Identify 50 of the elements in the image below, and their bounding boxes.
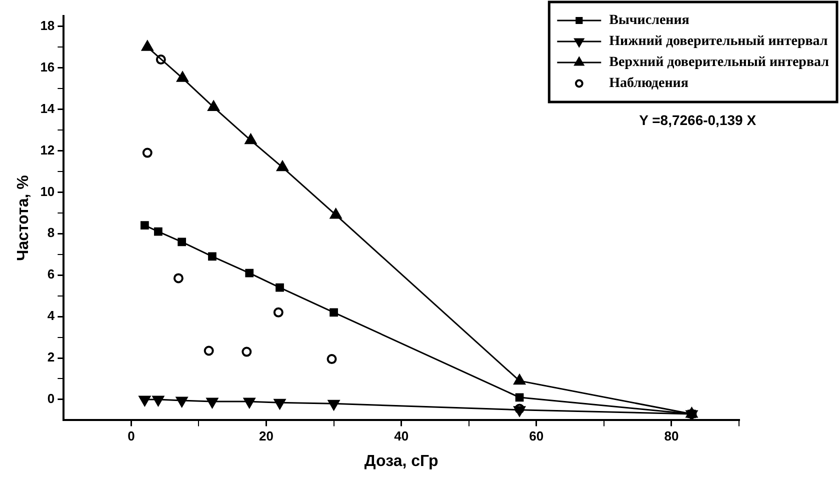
point [152,396,164,406]
point [514,406,526,416]
point [208,100,220,111]
legend-label: Наблюдения [609,76,689,92]
point [178,238,186,246]
y-tick-label: 0 [47,391,55,406]
point [206,398,218,408]
point [154,227,162,236]
point [276,283,284,292]
point [140,221,149,230]
y-tick-label: 16 [40,59,55,74]
point [242,346,252,357]
point [138,396,150,406]
y-tick-label: 4 [47,308,56,324]
x-tick-label: 20 [259,428,274,444]
y-tick-label: 2 [47,350,55,365]
point [273,307,284,318]
y-tick-label: 6 [47,266,55,282]
point [244,398,256,408]
x-tick-label: 60 [529,428,544,444]
point [328,400,340,410]
point [515,393,524,402]
legend-label: Верхний доверительный интервал [609,55,830,70]
point [204,346,214,356]
point [142,40,154,51]
x-tick-label: 0 [128,428,135,444]
point [274,398,286,410]
point [173,273,184,284]
y-tick-label: 8 [47,225,55,240]
y-tick-label: 10 [40,184,55,199]
point [208,252,216,261]
y-axis-title: Частота, % [15,175,32,262]
x-tick-label: 80 [664,428,679,444]
y-tick-label: 14 [40,100,56,116]
x-axis-title: Доза, сГр [364,452,438,470]
y-tick-label: 12 [40,142,55,158]
point [142,148,152,158]
point [326,354,337,364]
point [176,396,188,408]
point [330,208,342,219]
point [176,72,188,82]
y-tick-label: 18 [40,18,55,33]
point [330,308,338,317]
legend-label: Нижний доверительный интервал [609,34,828,50]
x-tick-label: 40 [394,428,409,444]
point [244,134,256,144]
legend-label: Вычисления [609,13,690,28]
point [245,268,254,278]
point [276,160,288,172]
annotation: Y =8,7266-0,139 X [639,112,757,128]
